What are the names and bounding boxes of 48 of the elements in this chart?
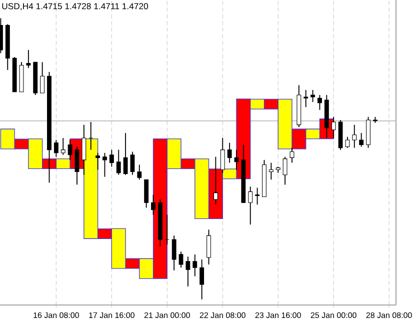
x-tick-label: 25 Jan 00:00 bbox=[310, 312, 356, 318]
candlestick bbox=[290, 147, 294, 164]
x-tick-label: 23 Jan 16:00 bbox=[255, 312, 301, 318]
candlestick bbox=[345, 136, 350, 148]
candlestick bbox=[248, 186, 253, 226]
candlestick bbox=[206, 229, 211, 265]
candlestick bbox=[116, 149, 121, 176]
candlestick bbox=[109, 149, 114, 168]
candlestick bbox=[130, 151, 135, 176]
candlestick bbox=[123, 132, 128, 176]
candlestick bbox=[268, 162, 274, 180]
candlestick bbox=[352, 124, 357, 148]
x-tick-label: 17 Jan 16:00 bbox=[89, 312, 134, 318]
candlestick bbox=[26, 50, 31, 68]
candlestick bbox=[282, 156, 288, 186]
candlestick bbox=[137, 164, 142, 180]
x-tick-label: 21 Jan 00:00 bbox=[144, 312, 190, 318]
x-tick-label: 22 Jan 08:00 bbox=[200, 312, 246, 318]
candlestick bbox=[74, 146, 80, 186]
candlestick bbox=[82, 124, 86, 176]
candlestick bbox=[318, 94, 322, 110]
candlestick bbox=[60, 138, 66, 156]
candlestick bbox=[213, 156, 218, 206]
x-tick-label: 16 Jan 08:00 bbox=[34, 312, 79, 318]
candlestick bbox=[359, 132, 364, 148]
candlestick bbox=[102, 152, 107, 178]
candlestick bbox=[151, 194, 156, 216]
candlestick bbox=[68, 140, 72, 160]
chart-title: USD,H4 1.4715 1.4728 1.4711 1.4720 bbox=[2, 3, 148, 10]
candlestick bbox=[186, 256, 190, 287]
candlestick bbox=[227, 142, 232, 164]
candlestick bbox=[54, 140, 58, 158]
candlestick bbox=[40, 62, 45, 94]
candlestick bbox=[178, 251, 184, 268]
candlestick bbox=[234, 149, 239, 170]
candlestick bbox=[164, 214, 170, 246]
x-tick-label: 28 Jan 08:00 bbox=[366, 312, 412, 318]
candlestick bbox=[331, 116, 336, 138]
candlestick bbox=[192, 254, 198, 277]
candlestick bbox=[255, 187, 260, 206]
candlestick bbox=[304, 89, 308, 108]
candlestick bbox=[310, 89, 315, 102]
candlestick bbox=[144, 179, 149, 208]
candlestick bbox=[220, 138, 225, 174]
candlestick bbox=[88, 122, 94, 150]
candlestick bbox=[172, 235, 176, 271]
candlestick bbox=[200, 258, 204, 300]
candlestick bbox=[96, 152, 100, 170]
